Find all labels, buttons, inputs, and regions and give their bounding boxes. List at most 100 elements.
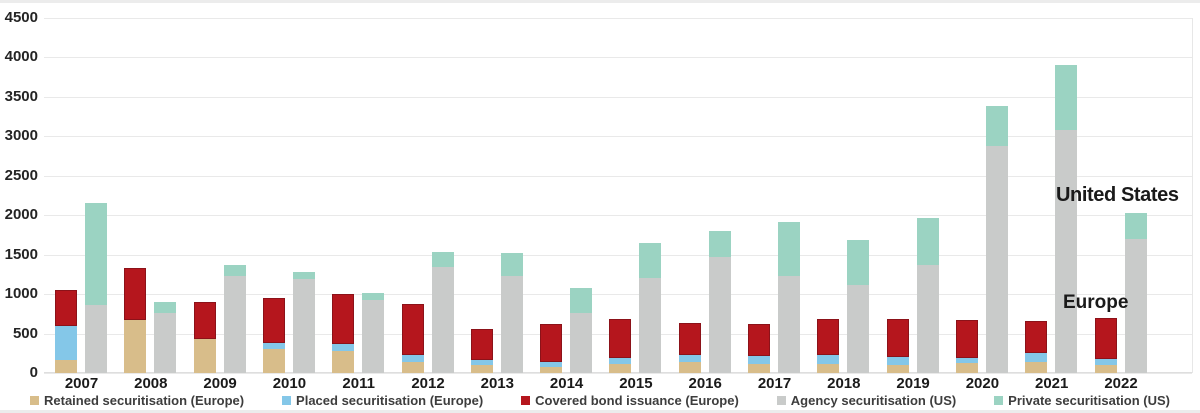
segment-retained [124, 319, 147, 373]
segment-placed [955, 358, 978, 363]
x-tick-label-2007: 2007 [64, 375, 99, 392]
legend-item-0: Retained securitisation (Europe) [30, 393, 244, 408]
segment-agency [85, 305, 107, 373]
x-tick-label-2015: 2015 [619, 375, 653, 392]
x-tick-label-2010: 2010 [272, 375, 307, 392]
x-tick-label-2019: 2019 [896, 375, 930, 392]
y-tick-label-2000: 2000 [4, 206, 38, 224]
bar-us-2019 [916, 218, 939, 373]
segment-covered [817, 318, 840, 355]
segment-retained [262, 348, 285, 373]
segment-covered [955, 320, 978, 359]
bar-europe-2020 [955, 320, 978, 373]
x-tick-label-2014: 2014 [549, 375, 584, 392]
gridline-0 [44, 373, 1192, 374]
segment-agency [778, 275, 800, 373]
segment-placed [886, 357, 909, 366]
legend-item-3: Agency securitisation (US) [776, 393, 956, 408]
segment-placed [1094, 359, 1117, 366]
x-tick-label-2022: 2022 [1104, 375, 1138, 392]
segment-private [639, 242, 662, 278]
bar-us-2011 [362, 292, 385, 373]
segment-retained [1094, 365, 1117, 373]
y-tick-label-500: 500 [12, 324, 38, 342]
segment-private [292, 272, 315, 280]
segment-covered [401, 304, 424, 356]
bar-us-2013 [500, 253, 523, 373]
segment-retained [193, 339, 216, 373]
bar-europe-2016 [678, 322, 701, 373]
gridline-2000 [44, 215, 1192, 217]
segment-retained [748, 363, 770, 373]
segment-retained [401, 361, 424, 373]
y-tick-label-1500: 1500 [4, 245, 38, 263]
segment-agency [708, 257, 731, 373]
bar-europe-2008 [124, 267, 147, 373]
legend-swatch-icon [30, 395, 39, 405]
legend-item-2: Covered bond issuance (Europe) [521, 393, 739, 408]
segment-private [778, 221, 800, 276]
segment-agency [1124, 238, 1147, 373]
y-tick-label-4000: 4000 [4, 48, 38, 66]
segment-retained [955, 362, 978, 373]
gridline-3000 [44, 136, 1192, 138]
segment-placed [609, 357, 632, 364]
segment-agency [916, 264, 939, 373]
segment-retained [55, 360, 77, 373]
segment-retained [817, 363, 840, 373]
segment-agency [1055, 130, 1078, 373]
segment-agency [292, 279, 315, 373]
bar-europe-2019 [886, 318, 909, 373]
segment-retained [886, 365, 909, 373]
x-tick-label-2018: 2018 [827, 375, 861, 392]
segment-covered [748, 324, 770, 357]
segment-private [431, 251, 454, 268]
bar-europe-2014 [540, 324, 563, 373]
gridline-4000 [44, 57, 1192, 59]
segment-covered [540, 324, 563, 362]
gridline-4500 [44, 18, 1192, 19]
segment-covered [124, 267, 147, 320]
segment-agency [570, 312, 593, 373]
segment-retained [540, 366, 563, 373]
segment-covered [193, 302, 216, 340]
segment-private [500, 253, 523, 276]
segment-placed [748, 356, 770, 364]
segment-private [708, 230, 731, 258]
bar-europe-2011 [332, 294, 355, 373]
bar-us-2007 [85, 202, 107, 373]
segment-placed [262, 343, 285, 349]
bar-us-2014 [570, 288, 593, 373]
segment-placed [55, 326, 77, 361]
segment-agency [362, 300, 385, 373]
legend-label: Retained securitisation (Europe) [44, 392, 245, 408]
legend-item-4: Private securitisation (US) [994, 393, 1170, 408]
bar-europe-2018 [817, 318, 840, 373]
bar-us-2010 [292, 272, 315, 373]
segment-retained [678, 362, 701, 373]
segment-agency [639, 277, 662, 373]
legend-swatch-icon [282, 395, 292, 405]
segment-covered [609, 319, 632, 358]
x-tick-label-2013: 2013 [480, 375, 514, 392]
segment-covered [886, 318, 909, 358]
x-tick-label-2011: 2011 [342, 375, 375, 392]
segment-covered [1025, 320, 1048, 354]
bar-europe-2017 [748, 324, 770, 373]
segment-placed [540, 361, 563, 367]
segment-placed [817, 354, 840, 364]
segment-private [1124, 212, 1147, 239]
top-border-strip [0, 0, 1200, 3]
bar-europe-2010 [262, 298, 285, 373]
segment-placed [1025, 353, 1048, 362]
bar-us-2018 [847, 240, 870, 373]
segment-placed [470, 360, 493, 366]
bar-us-2009 [223, 264, 246, 373]
segment-private [154, 301, 177, 314]
segment-private [570, 288, 593, 313]
legend-swatch-icon [994, 395, 1004, 405]
bar-us-2008 [154, 301, 177, 373]
segment-covered [1094, 317, 1117, 360]
x-tick-label-2020: 2020 [965, 375, 1000, 392]
